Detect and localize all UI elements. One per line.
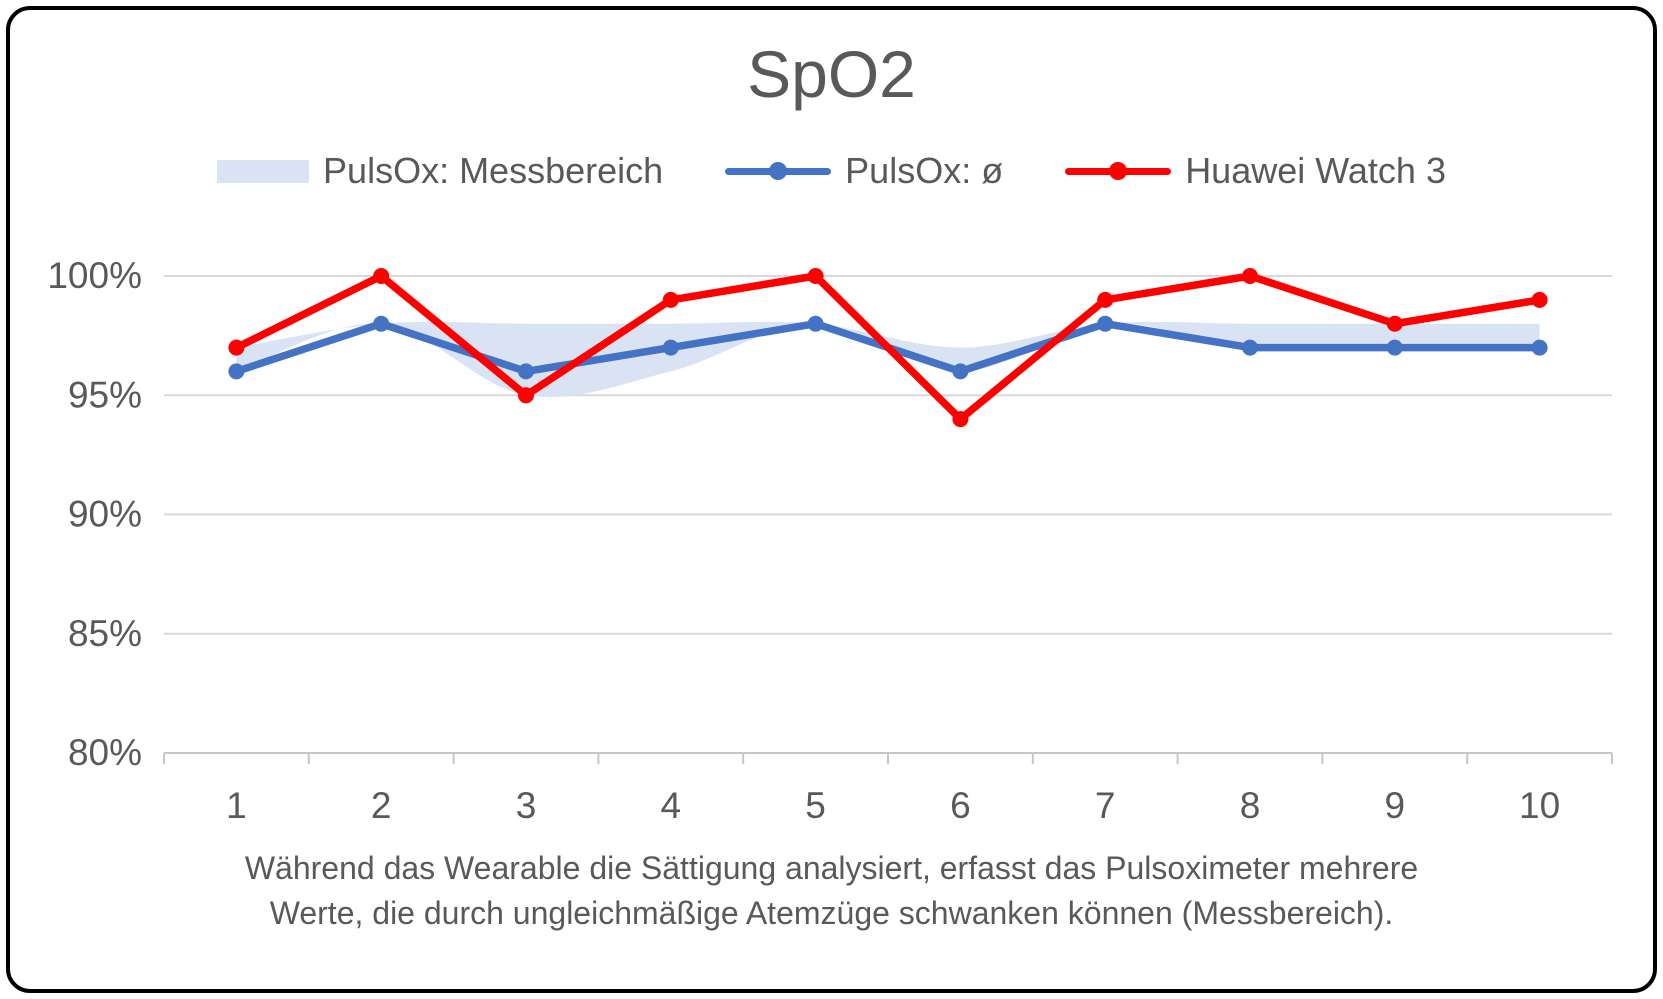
- series-1-marker-3: [518, 387, 534, 404]
- series-1-marker-4: [662, 291, 679, 308]
- legend-label-huawei-watch: Huawei Watch 3: [1185, 150, 1446, 191]
- legend-item-messbereich: PulsOx: Messbereich: [217, 150, 663, 192]
- series-0-marker-10: [1531, 339, 1548, 356]
- x-tick-label-2: 2: [371, 785, 392, 826]
- legend-item-huawei-watch: Huawei Watch 3: [1065, 150, 1446, 192]
- y-tick-label-90: 90%: [68, 494, 142, 535]
- series-0-marker-7: [1097, 315, 1114, 332]
- series-1-marker-9: [1386, 315, 1403, 332]
- red-line-marker-icon: [1065, 162, 1172, 180]
- y-tick-label-85: 85%: [68, 613, 142, 654]
- legend-label-pulsox: PulsOx: ø: [845, 150, 1004, 191]
- x-tick-label-6: 6: [950, 785, 971, 826]
- chart-caption: Während das Wearable die Sättigung analy…: [0, 846, 1663, 937]
- y-tick-label-100: 100%: [47, 255, 142, 296]
- caption-line-1: Während das Wearable die Sättigung analy…: [244, 850, 1419, 886]
- series-1-marker-8: [1242, 268, 1258, 284]
- band-swatch-icon: [217, 159, 310, 183]
- x-tick-label-9: 9: [1385, 785, 1406, 826]
- series-0-marker-1: [228, 363, 245, 380]
- band-messbereich: [236, 321, 1540, 398]
- series-0-marker-6: [952, 363, 969, 380]
- x-tick-label-5: 5: [805, 785, 826, 826]
- x-tick-label-10: 10: [1519, 785, 1560, 826]
- series-1-marker-7: [1097, 291, 1114, 308]
- series-0-marker-8: [1242, 339, 1258, 356]
- chart-title: SpO2: [747, 37, 916, 111]
- x-tick-label-3: 3: [516, 785, 537, 826]
- caption-line-2: Werte, die durch ungleichmäßige Atemzüge…: [269, 895, 1394, 932]
- blue-line-icon-dot: [769, 162, 788, 180]
- x-tick-label-8: 8: [1240, 785, 1261, 826]
- blue-line-marker-icon: [725, 162, 832, 180]
- y-tick-label-95: 95%: [68, 374, 142, 415]
- series-1-marker-6: [952, 411, 969, 428]
- red-line-icon-dot: [1109, 162, 1128, 180]
- series-1-marker-10: [1531, 291, 1548, 308]
- series-line-1: [232, 272, 1544, 423]
- x-tick-label-7: 7: [1095, 785, 1116, 826]
- series-0-marker-3: [518, 363, 534, 380]
- series-1-marker-5: [807, 268, 824, 284]
- series-1-marker-1: [228, 339, 245, 356]
- series-0-marker-9: [1386, 339, 1403, 356]
- series-0-marker-5: [807, 315, 824, 332]
- series-1-marker-2: [373, 268, 390, 284]
- series-0-marker-4: [662, 339, 679, 356]
- y-tick-label-80: 80%: [68, 732, 142, 773]
- x-tick-label-1: 1: [226, 785, 247, 826]
- chart-legend: PulsOx: Messbereich PulsOx: ø Huawei Wat…: [0, 150, 1663, 192]
- x-tick-label-4: 4: [661, 785, 682, 826]
- legend-label-messbereich: PulsOx: Messbereich: [323, 150, 664, 191]
- series-0-marker-2: [373, 315, 390, 332]
- legend-item-pulsox: PulsOx: ø: [725, 150, 1003, 192]
